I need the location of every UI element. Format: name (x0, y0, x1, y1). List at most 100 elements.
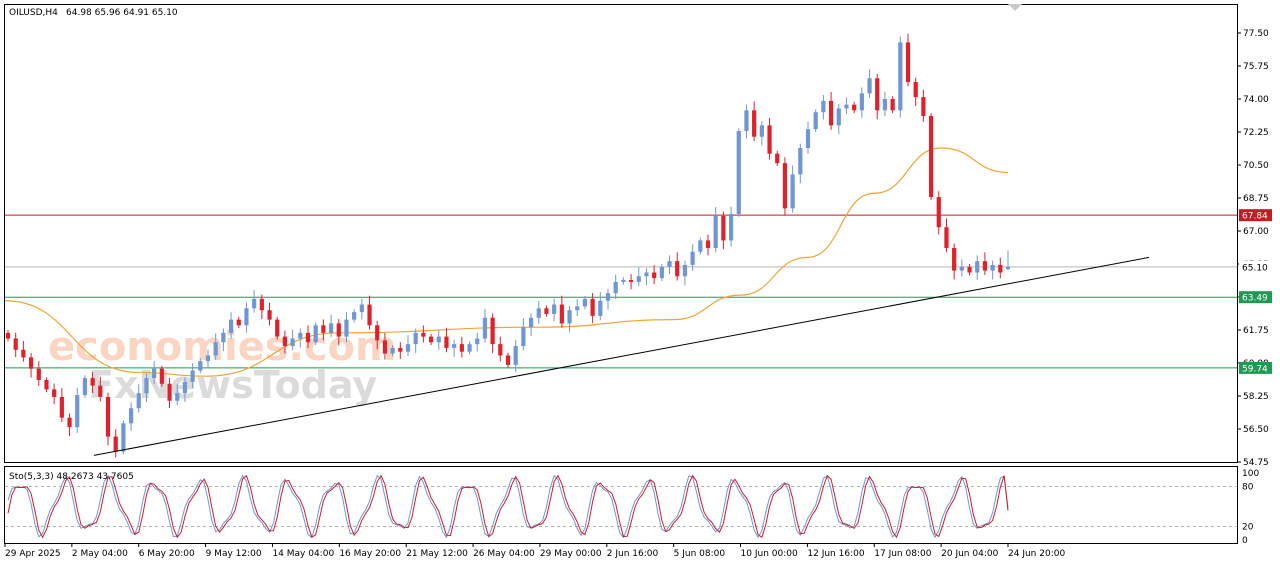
candle[interactable] (375, 320, 380, 350)
candle[interactable] (75, 387, 80, 433)
candle[interactable] (682, 260, 688, 286)
candle[interactable] (844, 97, 849, 115)
candle[interactable] (275, 316, 280, 340)
candle[interactable] (21, 340, 26, 362)
candle[interactable] (505, 352, 511, 368)
chart-shift-marker[interactable] (1008, 4, 1022, 11)
candle[interactable] (575, 299, 580, 317)
candle[interactable] (613, 274, 618, 300)
candle[interactable] (405, 335, 411, 357)
candle[interactable] (559, 295, 564, 328)
candle[interactable] (252, 290, 257, 313)
candle[interactable] (136, 384, 141, 413)
candle[interactable] (390, 345, 395, 357)
candle[interactable] (382, 333, 388, 360)
candle[interactable] (490, 313, 495, 354)
candle[interactable] (413, 328, 418, 354)
candle[interactable] (421, 325, 426, 343)
candle[interactable] (544, 305, 549, 317)
candle[interactable] (28, 353, 34, 378)
candle[interactable] (113, 429, 118, 458)
candle[interactable] (513, 340, 518, 373)
candle[interactable] (944, 218, 949, 253)
candle[interactable] (867, 69, 872, 98)
candle[interactable] (528, 313, 534, 337)
candle[interactable] (144, 373, 149, 403)
candle[interactable] (36, 361, 41, 386)
candle[interactable] (898, 36, 903, 118)
sto-main-line[interactable] (7, 474, 1009, 539)
candle[interactable] (190, 363, 195, 388)
candle[interactable] (905, 33, 911, 87)
candle[interactable] (967, 264, 972, 276)
candle[interactable] (167, 377, 172, 409)
candle[interactable] (698, 237, 703, 255)
candle[interactable] (228, 312, 234, 339)
candle[interactable] (67, 413, 72, 436)
candle[interactable] (828, 92, 834, 130)
candle[interactable] (667, 255, 672, 275)
candle[interactable] (498, 336, 503, 362)
candle[interactable] (875, 73, 880, 120)
candle[interactable] (367, 295, 372, 330)
candle[interactable] (721, 211, 726, 250)
candle[interactable] (244, 302, 249, 333)
ma-line[interactable] (4, 147, 1009, 377)
candle[interactable] (952, 243, 957, 280)
candle[interactable] (205, 349, 211, 369)
candle[interactable] (775, 150, 780, 166)
candle[interactable] (159, 365, 164, 387)
candle[interactable] (805, 121, 811, 154)
candle[interactable] (336, 319, 341, 346)
candle[interactable] (990, 260, 995, 280)
candle[interactable] (5, 330, 11, 342)
candle[interactable] (767, 118, 772, 160)
candle[interactable] (282, 330, 288, 354)
candle[interactable] (452, 339, 457, 357)
candle[interactable] (744, 104, 749, 139)
candle[interactable] (298, 328, 303, 348)
candle[interactable] (398, 342, 403, 360)
candle[interactable] (236, 316, 241, 329)
candle[interactable] (467, 341, 472, 355)
candle[interactable] (921, 89, 926, 122)
candle[interactable] (182, 377, 188, 403)
candle[interactable] (982, 252, 988, 275)
candle[interactable] (752, 101, 757, 142)
candle[interactable] (305, 325, 311, 349)
candle[interactable] (521, 318, 526, 351)
candle[interactable] (444, 327, 449, 353)
candle[interactable] (690, 244, 695, 271)
candle[interactable] (44, 377, 49, 393)
candle[interactable] (928, 113, 934, 200)
candle[interactable] (428, 333, 434, 346)
candle[interactable] (821, 95, 826, 120)
candle[interactable] (675, 252, 680, 281)
candle[interactable] (13, 332, 18, 358)
candle[interactable] (259, 294, 264, 320)
candle[interactable] (567, 305, 572, 333)
candle[interactable] (882, 91, 888, 117)
candle[interactable] (659, 264, 664, 281)
candle[interactable] (713, 207, 718, 253)
candle[interactable] (621, 277, 626, 285)
candle[interactable] (636, 267, 641, 287)
candle[interactable] (128, 402, 134, 431)
candle[interactable] (459, 336, 464, 358)
candle[interactable] (152, 361, 157, 384)
candle[interactable] (290, 329, 295, 351)
candle[interactable] (644, 268, 649, 286)
candle[interactable] (813, 109, 818, 132)
sto-signal-line[interactable] (7, 474, 1009, 539)
candle[interactable] (313, 322, 318, 346)
candle[interactable] (359, 298, 364, 320)
candle[interactable] (852, 101, 857, 114)
candle[interactable] (605, 288, 611, 310)
candle[interactable] (705, 234, 711, 256)
candle[interactable] (267, 302, 272, 326)
candle[interactable] (628, 274, 634, 290)
candle[interactable] (552, 298, 557, 322)
candle[interactable] (52, 383, 57, 405)
candle[interactable] (213, 333, 218, 360)
candle[interactable] (836, 104, 841, 135)
